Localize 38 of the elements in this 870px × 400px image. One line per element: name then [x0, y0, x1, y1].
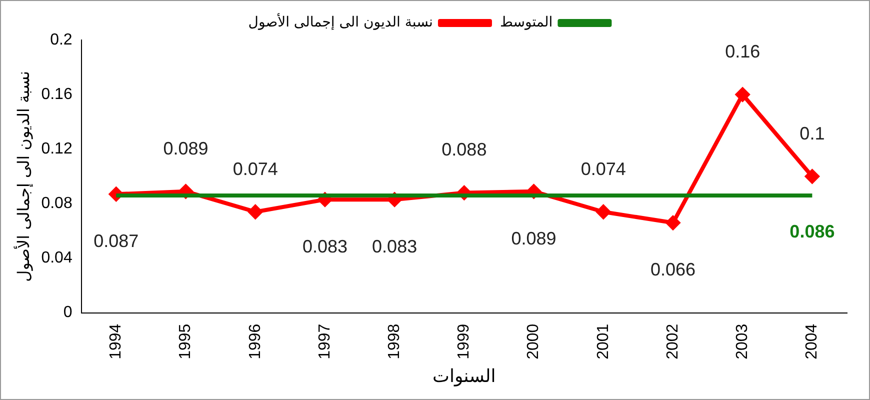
- x-tick-label: 2000: [525, 324, 542, 360]
- point: [736, 88, 750, 102]
- data-label: 0.066: [650, 260, 696, 280]
- data-label: 0.083: [372, 236, 418, 257]
- y-tick-label: 0.08: [41, 195, 72, 212]
- x-tick-label: 2004: [804, 324, 821, 360]
- y-tick-label: 0.12: [41, 140, 72, 158]
- data-label: 0.074: [232, 158, 278, 179]
- data-label: 0.087: [94, 231, 139, 252]
- x-tick-label: 2002: [664, 324, 682, 360]
- data-label: 0.086: [790, 221, 835, 242]
- y-axis-title: نسبة الديون الى إجمالى الأصول: [12, 70, 33, 282]
- y-tick-label: 0.04: [41, 250, 72, 267]
- point: [596, 204, 610, 219]
- data-label: 0.088: [442, 140, 487, 160]
- legend-label: المتوسط: [500, 14, 553, 31]
- y-tick-label: 0.16: [41, 86, 72, 103]
- x-tick-label: 1994: [108, 324, 125, 360]
- data-label: 0.1: [800, 123, 825, 144]
- data-label: 0.074: [580, 158, 626, 179]
- y-tick-label: 0: [63, 304, 72, 322]
- x-tick-label: 1998: [386, 324, 403, 360]
- point: [805, 169, 820, 184]
- x-tick-label: 2003: [734, 324, 751, 360]
- data-label: 0.083: [302, 236, 348, 257]
- x-tick-label: 1996: [246, 324, 264, 360]
- x-tick-label: 1995: [177, 324, 194, 360]
- point: [666, 216, 680, 230]
- x-tick-label: 1999: [456, 324, 473, 360]
- x-tick-label: 2001: [594, 324, 612, 360]
- x-tick-label: 1997: [316, 324, 334, 360]
- legend-label: نسبة الديون الى إجمالى الأصول: [248, 12, 433, 31]
- data-label: 0.089: [163, 138, 208, 158]
- y-tick-label: 0.2: [50, 31, 72, 48]
- data-label: 0.16: [725, 42, 760, 62]
- data-label: 0.089: [511, 228, 556, 248]
- x-axis-title: السنوات: [432, 366, 496, 387]
- point: [248, 204, 262, 219]
